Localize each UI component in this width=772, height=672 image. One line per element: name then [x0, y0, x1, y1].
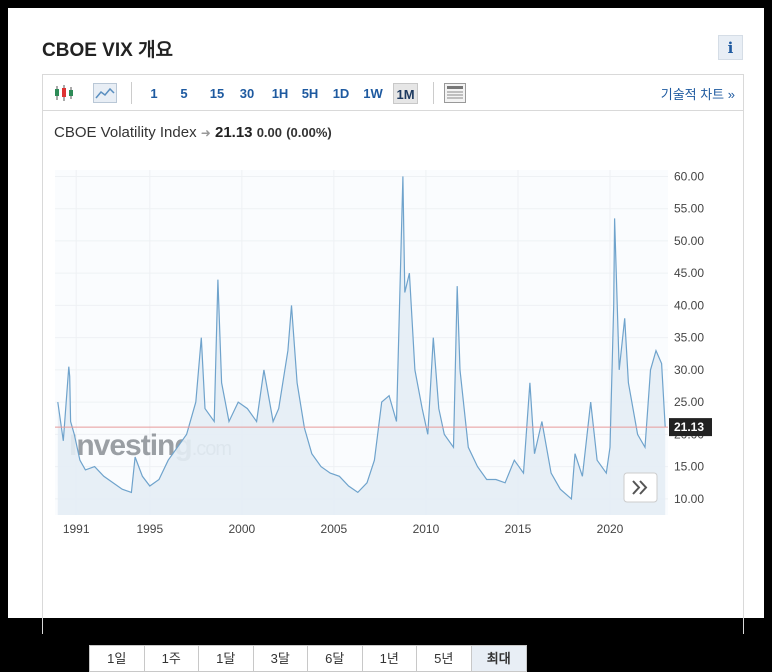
y-tick-label: 45.00	[674, 266, 704, 280]
toolbar-divider	[131, 82, 132, 104]
last-value-label: 21.13	[674, 420, 704, 434]
x-tick-label: 2015	[505, 522, 532, 536]
range-button-7[interactable]: 최대	[471, 646, 526, 671]
range-selector: 1일 1주 1달 3달 6달 1년 5년 최대	[89, 645, 527, 672]
interval-30[interactable]: 30	[239, 86, 255, 101]
interval-1w[interactable]: 1W	[363, 86, 383, 101]
y-tick-label: 35.00	[674, 331, 704, 345]
scroll-forward-button[interactable]	[623, 472, 658, 503]
x-tick-label: 2005	[321, 522, 348, 536]
last-value-tag	[669, 418, 712, 437]
series-line	[57, 176, 666, 501]
area-chart-icon[interactable]	[93, 83, 117, 103]
interval-15[interactable]: 15	[209, 86, 225, 101]
range-button-4[interactable]: 6달	[308, 646, 363, 671]
last-price: 21.13	[214, 124, 253, 141]
double-chevron-right-icon	[632, 480, 648, 495]
technical-chart-link[interactable]: 기술적 차트 »	[660, 87, 735, 102]
y-tick-label: 50.00	[674, 234, 704, 248]
x-tick-label: 1995	[136, 522, 163, 536]
x-tick-label: 2000	[228, 522, 255, 536]
price-change-percent: (0.00%)	[286, 125, 332, 140]
series-area	[57, 176, 666, 515]
y-tick-label: 30.00	[674, 363, 704, 377]
y-tick-label: 10.00	[674, 492, 704, 506]
chart-container: 1 5 15 30 1H 5H 1D 1W 1M 기술적 차트 » CBOE Volatilit…	[42, 74, 744, 672]
candlestick-icon[interactable]	[54, 83, 74, 103]
y-tick-label: 60.00	[674, 169, 704, 183]
y-tick-label: 25.00	[674, 395, 704, 409]
interval-5h[interactable]: 5H	[301, 86, 319, 101]
x-tick-label: 2010	[413, 522, 440, 536]
y-tick-label: 55.00	[674, 202, 704, 216]
range-button-1[interactable]: 1주	[145, 646, 199, 671]
vix-chart[interactable]: Investing.com10.0015.0020.0025.0030.0035…	[43, 75, 743, 555]
interval-1[interactable]: 1	[150, 86, 158, 101]
chart-toolbar: 1 5 15 30 1H 5H 1D 1W 1M 기술적 차트 »	[43, 75, 743, 111]
instrument-name: CBOE Volatility Index	[54, 124, 197, 141]
interval-1h[interactable]: 1H	[271, 86, 289, 101]
toolbar-divider	[433, 82, 434, 104]
plot-area	[55, 170, 668, 515]
x-tick-label: 2020	[597, 522, 624, 536]
range-button-6[interactable]: 5년	[417, 646, 472, 671]
arrow-right-icon: ➜	[200, 126, 211, 140]
range-button-0[interactable]: 1일	[90, 646, 145, 671]
x-tick-label: 1991	[63, 522, 90, 536]
interval-1m[interactable]: 1M	[393, 83, 418, 104]
range-button-3[interactable]: 3달	[254, 646, 308, 671]
interval-1d[interactable]: 1D	[332, 86, 350, 101]
interval-5[interactable]: 5	[180, 86, 188, 101]
range-button-2[interactable]: 1달	[199, 646, 254, 671]
page-title: CBOE VIX 개요	[42, 40, 174, 61]
range-button-5[interactable]: 1년	[363, 646, 417, 671]
quote-headline: CBOE Volatility Index ➜ 21.13 0.00 (0.00…	[54, 124, 332, 141]
y-tick-label: 15.00	[674, 460, 704, 474]
price-change: 0.00	[256, 125, 283, 140]
vix-panel: CBOE VIX 개요 i 1 5 15 30 1H 5H	[8, 8, 764, 672]
y-tick-label: 40.00	[674, 298, 704, 312]
info-button[interactable]: i	[718, 35, 743, 60]
table-view-icon[interactable]	[444, 83, 466, 103]
